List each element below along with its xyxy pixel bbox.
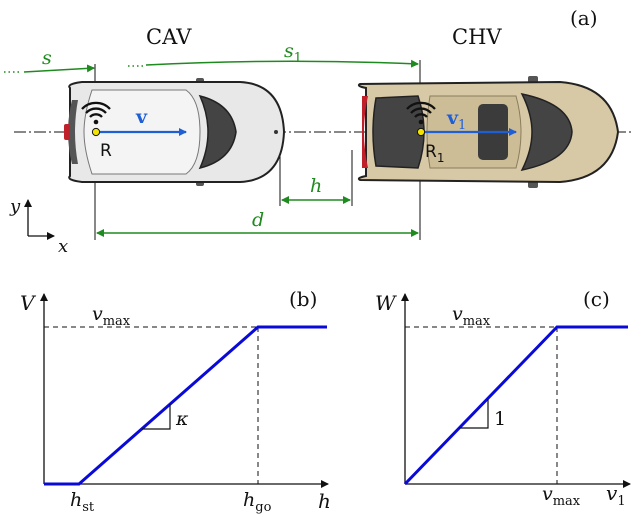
c-saturation-curve [403,325,628,486]
b-y-label: V [20,291,37,315]
c-y-label: W [375,291,397,315]
c-slope-label: 1 [494,408,506,430]
b-range-policy-curve [44,325,327,486]
chv-reference-point [416,127,426,137]
cav-wifi-icon [81,101,111,125]
b-slope-label: κ [175,408,189,430]
panel-c: (c) W vmax 1 vmax v1 [375,287,631,509]
chv-point-label: R1 [425,142,444,165]
c-xtick-label: vmax [542,483,581,509]
b-hst-label: hst [70,489,95,514]
chv-label: CHV [452,25,502,49]
d-label: d [252,209,264,231]
panel-a-tag: (a) [570,6,598,30]
panel-a: (a) CAV CHV s s1 [4,6,632,257]
cav-reference-point [91,127,101,137]
b-x-label: h [318,489,331,513]
s1-arrow [145,59,419,68]
c-slope-triangle [459,399,489,429]
chv-velocity-label: v1 [446,107,466,133]
x-axis-label: x [58,236,68,257]
s1-label: s1 [284,40,302,66]
b-vmax-label: vmax [92,303,131,329]
cav-velocity-label: v [135,106,148,128]
y-axis-label: y [9,196,21,217]
chv-wifi-icon [406,101,436,125]
b-slope-triangle [142,404,171,430]
s-arrow [23,64,95,73]
c-vmax-label: vmax [452,303,491,329]
c-x-label: v1 [606,481,626,509]
panel-b-tag: (b) [289,287,317,311]
panel-c-tag: (c) [583,287,610,311]
b-hgo-label: hgo [243,489,272,514]
cav-label: CAV [146,25,192,49]
panel-b: (b) V vmax κ hst hgo h [20,287,331,514]
h-label: h [310,175,322,197]
s-label: s [42,47,52,69]
cav-point-label: R [100,141,112,161]
